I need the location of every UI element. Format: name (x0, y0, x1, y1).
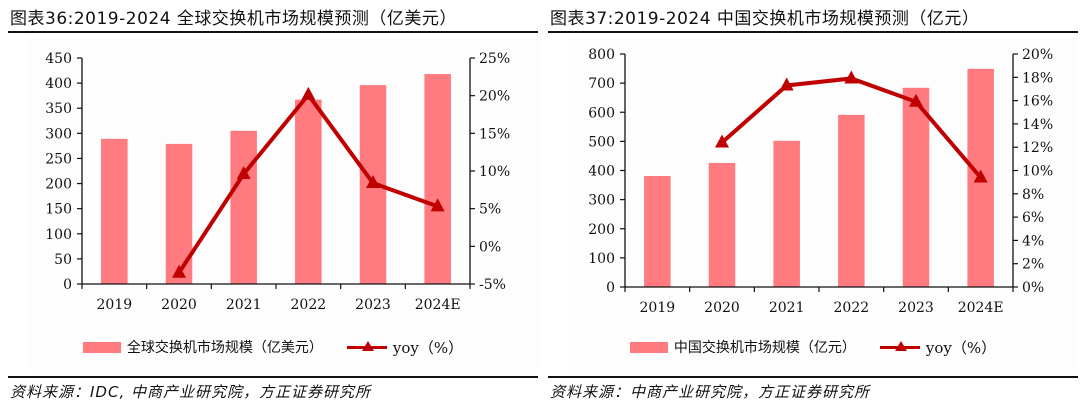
x-tick-label: 2024E (415, 297, 461, 313)
bar (101, 138, 128, 284)
y-tick-label-left: 700 (588, 76, 615, 92)
y-tick-label-left: 50 (54, 252, 72, 268)
y-tick-label-left: 250 (45, 151, 72, 167)
bar (902, 87, 930, 287)
yoy-marker-triangle (973, 169, 988, 183)
bar (773, 140, 800, 287)
legend-item-bar: 中国交换机市场规模（亿元） (629, 337, 856, 357)
legend-item-line: yoy（%） (346, 337, 464, 358)
y-tick-label-left: 0 (606, 280, 615, 296)
y-tick-label-right: 20% (479, 89, 510, 105)
x-tick-label: 2024E (958, 300, 1004, 316)
legend-line-triangle-icon (879, 340, 920, 354)
bar (230, 130, 257, 284)
chart-title: 图表37:2019-2024 中国交换机市场规模预测（亿元） (550, 9, 980, 29)
yoy-marker-triangle (715, 134, 729, 148)
y-tick-label-right: 16% (1022, 94, 1053, 110)
legend-bar-swatch (82, 341, 121, 353)
y-tick-label-right: 10% (479, 164, 510, 180)
y-tick-label-left: 200 (588, 222, 615, 238)
y-tick-label-left: 400 (45, 76, 72, 92)
bar (838, 114, 865, 287)
y-tick-label-left: 100 (45, 227, 72, 243)
x-tick-label: 2019 (97, 297, 133, 313)
bar (165, 143, 193, 284)
chart-title: 图表36:2019-2024 全球交换机市场规模预测（亿美元） (10, 9, 457, 29)
legend: 全球交换机市场规模（亿美元） yoy（%） (8, 336, 538, 358)
legend-bar-swatch (629, 341, 668, 353)
y-tick-label-right: -5% (479, 277, 506, 293)
bar (708, 162, 736, 287)
source-note: 资料来源：中商产业研究院，方正证券研究所 (550, 383, 871, 401)
y-tick-label-left: 500 (588, 134, 615, 150)
y-tick-label-right: 18% (1022, 70, 1053, 86)
title-divider (548, 31, 1078, 33)
y-tick-label-right: 4% (1022, 233, 1044, 249)
y-tick-label-right: 20% (1022, 47, 1053, 63)
y-tick-label-left: 300 (45, 126, 72, 142)
y-tick-label-left: 350 (45, 101, 72, 117)
yoy-marker-triangle (430, 198, 445, 212)
chart-panel-china: 图表37:2019-2024 中国交换机市场规模预测（亿元） 0 100 200 30… (548, 0, 1078, 408)
yoy-marker-triangle (366, 175, 380, 189)
y-tick-label-right: 2% (1022, 257, 1044, 273)
y-tick-label-left: 0 (63, 277, 72, 293)
x-tick-label: 2021 (226, 297, 262, 313)
y-tick-label-right: 15% (479, 126, 510, 142)
yoy-marker-triangle (236, 166, 251, 180)
y-tick-label-right: 14% (1022, 117, 1053, 133)
x-tick-label: 2023 (355, 297, 391, 313)
yoy-marker-triangle (301, 86, 316, 100)
legend-label: 中国交换机市场规模（亿元） (673, 340, 856, 356)
x-tick-label: 2020 (704, 300, 740, 316)
y-tick-label-left: 600 (588, 105, 615, 121)
source-divider (8, 376, 538, 378)
yoy-marker-triangle (779, 77, 794, 91)
y-tick-label-right: 12% (1022, 140, 1053, 156)
y-tick-label-right: 0% (479, 239, 501, 255)
bar (644, 176, 671, 287)
combo-chart: 0 50 100 150 200 250 300 350 400 450 -5% 0% 5% 10% 15%… (45, 51, 510, 313)
y-tick-label-left: 450 (45, 51, 72, 67)
yoy-marker-triangle (844, 70, 859, 84)
legend-line-triangle-icon (346, 340, 387, 354)
x-tick-label: 2019 (640, 300, 676, 316)
combo-chart: 0 100 200 300 400 500 600 700 800 0% 2% 4% 6% 8% 10% 12… (588, 47, 1053, 316)
legend-label: yoy（%） (392, 338, 464, 357)
y-tick-label-right: 0% (1022, 280, 1044, 296)
x-tick-label: 2022 (834, 300, 870, 316)
y-tick-label-left: 800 (588, 47, 615, 63)
y-tick-label-left: 300 (588, 193, 615, 209)
yoy-marker-triangle (909, 93, 923, 107)
title-divider (8, 31, 538, 33)
y-tick-label-left: 400 (588, 164, 615, 180)
y-tick-label-right: 5% (479, 202, 501, 218)
y-tick-label-left: 100 (588, 251, 615, 267)
x-tick-label: 2023 (898, 300, 934, 316)
chart-panel-global: 图表36:2019-2024 全球交换机市场规模预测（亿美元） 0 50 100 15… (8, 0, 538, 408)
x-tick-label: 2020 (161, 297, 197, 313)
bar (424, 74, 451, 285)
legend-item-line: yoy（%） (879, 337, 997, 358)
bar (295, 99, 322, 284)
source-note: 资料来源：IDC, 中商产业研究院，方正证券研究所 (10, 383, 371, 401)
legend-label: 全球交换机市场规模（亿美元） (126, 340, 323, 356)
x-tick-label: 2021 (769, 300, 805, 316)
y-tick-label-right: 8% (1022, 187, 1044, 203)
y-tick-label-left: 200 (45, 177, 72, 193)
y-tick-label-left: 150 (45, 202, 72, 218)
y-tick-label-right: 6% (1022, 210, 1044, 226)
legend: 中国交换机市场规模（亿元） yoy（%） (548, 336, 1078, 358)
y-tick-label-right: 10% (1022, 164, 1053, 180)
yoy-marker-triangle (172, 264, 186, 278)
legend-label: yoy（%） (925, 338, 997, 357)
x-tick-label: 2022 (291, 297, 327, 313)
y-tick-label-right: 25% (479, 51, 510, 67)
source-divider (548, 376, 1078, 378)
legend-item-bar: 全球交换机市场规模（亿美元） (82, 337, 323, 357)
